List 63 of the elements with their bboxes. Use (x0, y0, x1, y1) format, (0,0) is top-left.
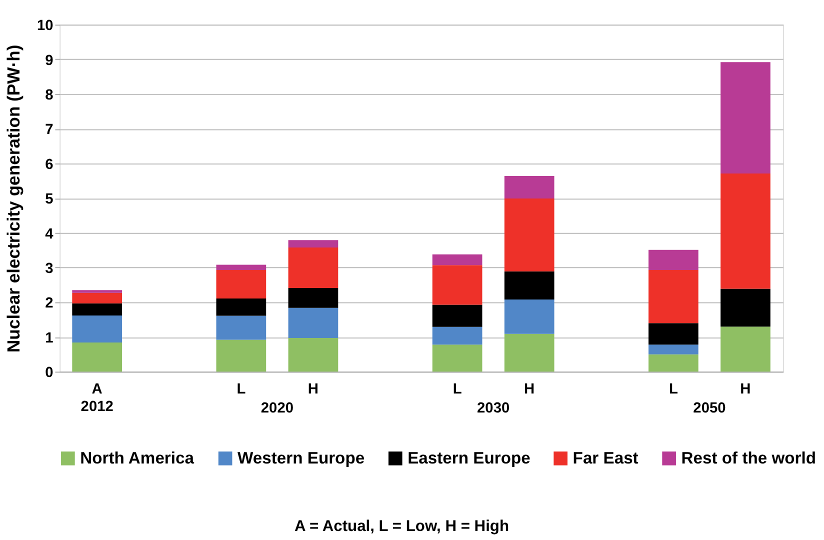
bar (432, 265, 482, 305)
bar (504, 271, 554, 300)
bar (288, 308, 338, 338)
x-tick-label: H (740, 382, 751, 398)
bar (648, 344, 698, 354)
bar (504, 176, 554, 199)
bar (720, 62, 770, 174)
bar (216, 340, 266, 372)
bar (288, 338, 338, 372)
bar (72, 315, 122, 343)
bar (216, 270, 266, 298)
x-tick-label: A (92, 382, 103, 398)
bar (72, 303, 122, 316)
x-tick-label: L (236, 382, 246, 398)
text: 2030 (477, 400, 510, 417)
bar (432, 254, 482, 266)
x-tick-label: H (308, 382, 319, 398)
bar (648, 270, 698, 324)
y-tick-label: 1 (45, 330, 54, 346)
y-tick-label: 9 (45, 52, 54, 69)
bar (720, 326, 770, 372)
bar (288, 240, 338, 248)
legend-label: North America (80, 448, 195, 468)
legend-label: Eastern Europe (408, 448, 530, 468)
text: 2020 (260, 400, 294, 417)
bar (648, 250, 698, 270)
bar (504, 198, 554, 272)
bar (432, 326, 482, 345)
y-tick-label: 2 (45, 296, 54, 312)
bar (648, 323, 698, 345)
y-tick-label: 6 (45, 156, 54, 173)
bar (432, 304, 482, 327)
y-tick-label: 3 (45, 260, 54, 277)
bar (72, 292, 122, 304)
y-tick-label: 5 (45, 192, 54, 208)
bar (216, 264, 266, 270)
bar (720, 288, 770, 327)
legend-label: Far East (572, 448, 639, 468)
bar (216, 298, 266, 316)
bar (720, 174, 770, 289)
bar (432, 344, 482, 372)
bar (72, 290, 122, 293)
legend-label: Rest of the world (681, 448, 816, 468)
text: 2012 (80, 398, 114, 415)
y-tick-label: 7 (45, 122, 54, 138)
x-tick-label: H (524, 382, 535, 398)
bar (504, 334, 554, 372)
x-tick-label: L (668, 382, 678, 398)
legend-label: Western Europe (238, 448, 365, 468)
x-tick-label: L (452, 382, 462, 398)
text: 2050 (693, 400, 726, 417)
text: A = Actual, L = Low, H = High (294, 518, 510, 536)
y-tick-label: 10 (36, 18, 54, 34)
bar (288, 288, 338, 308)
y-tick-label: 4 (45, 226, 54, 242)
bar (72, 342, 122, 372)
y-tick-label: 8 (45, 87, 54, 104)
bar (288, 247, 338, 288)
y-axis-title: Nuclear electricity generation (PW·h) (3, 44, 24, 353)
bar (648, 354, 698, 372)
bar (216, 316, 266, 340)
bar (504, 300, 554, 334)
y-tick-label: 0 (45, 365, 54, 382)
